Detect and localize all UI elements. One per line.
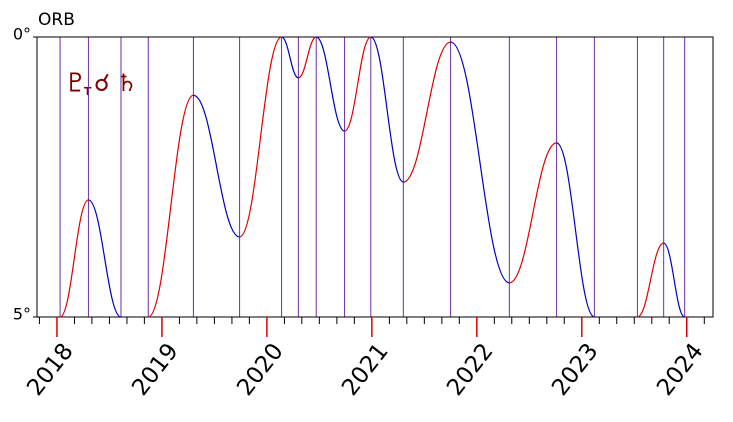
orb-curve xyxy=(403,41,451,183)
orb-curve xyxy=(450,41,510,284)
orb-curve xyxy=(509,142,557,284)
x-tick-label: 2023 xyxy=(547,339,604,401)
x-tick-label: 2024 xyxy=(652,339,709,401)
x-tick-label: 2021 xyxy=(337,339,394,401)
orb-curve xyxy=(281,36,299,79)
orb-curve xyxy=(88,199,122,318)
aspect-title: ♇ T ☌ ♄ xyxy=(64,69,138,99)
orb-curve xyxy=(637,242,664,318)
y-tick-label: 0° xyxy=(13,25,31,44)
orb-curve xyxy=(315,36,345,132)
x-tick-label: 2022 xyxy=(442,339,499,401)
plot-frame xyxy=(36,36,714,318)
x-tick-label: 2020 xyxy=(232,339,289,401)
orb-curve xyxy=(239,36,282,238)
planet-glyph: ♇ xyxy=(64,69,87,99)
y-axis-label: ORB xyxy=(38,10,75,30)
orb-curve xyxy=(556,142,595,318)
orb-curve xyxy=(298,36,317,79)
x-tick-label: 2019 xyxy=(127,339,184,401)
orb-curve xyxy=(663,242,686,318)
x-tick-label: 2018 xyxy=(22,339,79,401)
y-tick-label: 5° xyxy=(13,305,31,324)
orb-curve xyxy=(193,94,240,238)
orb-curve xyxy=(343,36,372,132)
orb-curve xyxy=(370,36,404,183)
orb-curve xyxy=(59,199,89,318)
orb-curve xyxy=(147,94,194,318)
aspect-glyph: ☌ xyxy=(94,69,110,97)
planet-glyph: ♄ xyxy=(116,69,138,97)
